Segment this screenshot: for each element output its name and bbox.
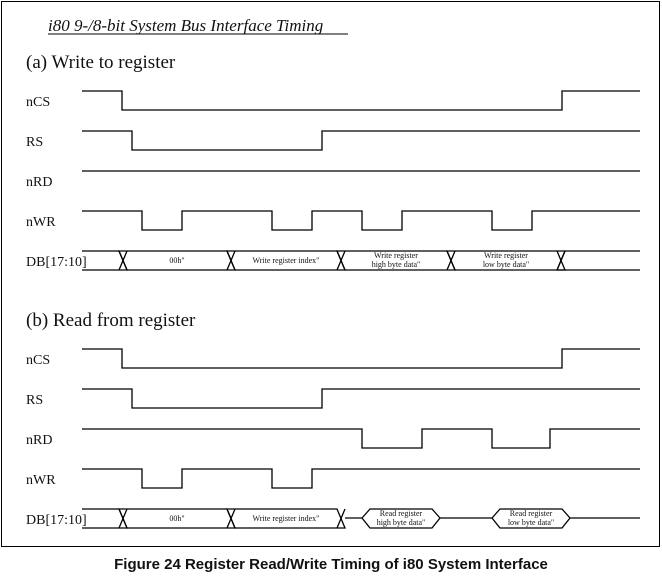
write-cell-3-line1: Write register [374, 251, 418, 260]
read-rs-waveform [82, 388, 640, 409]
diagram-frame: i80 9-/8-bit System Bus Interface Timing… [1, 1, 660, 547]
read-cell-2: Write register index" [253, 514, 320, 523]
read-bus-waveform [82, 508, 640, 529]
read-nwr-waveform [82, 468, 640, 489]
read-bus-label: DB[17:10] [26, 513, 87, 528]
write-ncs-label: nCS [26, 95, 50, 110]
write-nwr-waveform [82, 210, 640, 231]
diagram-title: i80 9-/8-bit System Bus Interface Timing [48, 16, 323, 35]
read-ncs-waveform [82, 348, 640, 369]
write-nrd-label: nRD [26, 175, 52, 190]
write-cell-1: 00h" [169, 256, 184, 265]
read-cell-4-line2: low byte data" [508, 518, 554, 527]
read-cell-3-line1: Read register [380, 509, 423, 518]
read-cell-1: 00h" [169, 514, 184, 523]
write-ncs-waveform [82, 90, 640, 111]
read-ncs-label: nCS [26, 353, 50, 368]
read-nrd-label: nRD [26, 433, 52, 448]
write-nwr-label: nWR [26, 215, 56, 230]
write-cell-3-line2: high byte data" [372, 260, 421, 269]
write-rs-label: RS [26, 135, 43, 150]
read-nrd-waveform [82, 428, 640, 449]
timing-diagram: i80 9-/8-bit System Bus Interface Timing… [26, 16, 640, 529]
write-cell-4-line1: Write register [484, 251, 528, 260]
write-rs-waveform [82, 130, 640, 151]
write-bus-label: DB[17:10] [26, 255, 87, 270]
figure-caption: Figure 24 Register Read/Write Timing of … [114, 556, 548, 573]
write-bus-waveform [82, 250, 640, 271]
write-cell-2: Write register index" [253, 256, 320, 265]
read-cell-3-line2: high byte data" [377, 518, 426, 527]
write-section-heading: (a) Write to register [26, 52, 176, 73]
read-section-heading: (b) Read from register [26, 310, 196, 331]
read-cell-4-line1: Read register [510, 509, 553, 518]
read-nwr-label: nWR [26, 473, 56, 488]
write-cell-4-line2: low byte data" [483, 260, 529, 269]
read-rs-label: RS [26, 393, 43, 408]
